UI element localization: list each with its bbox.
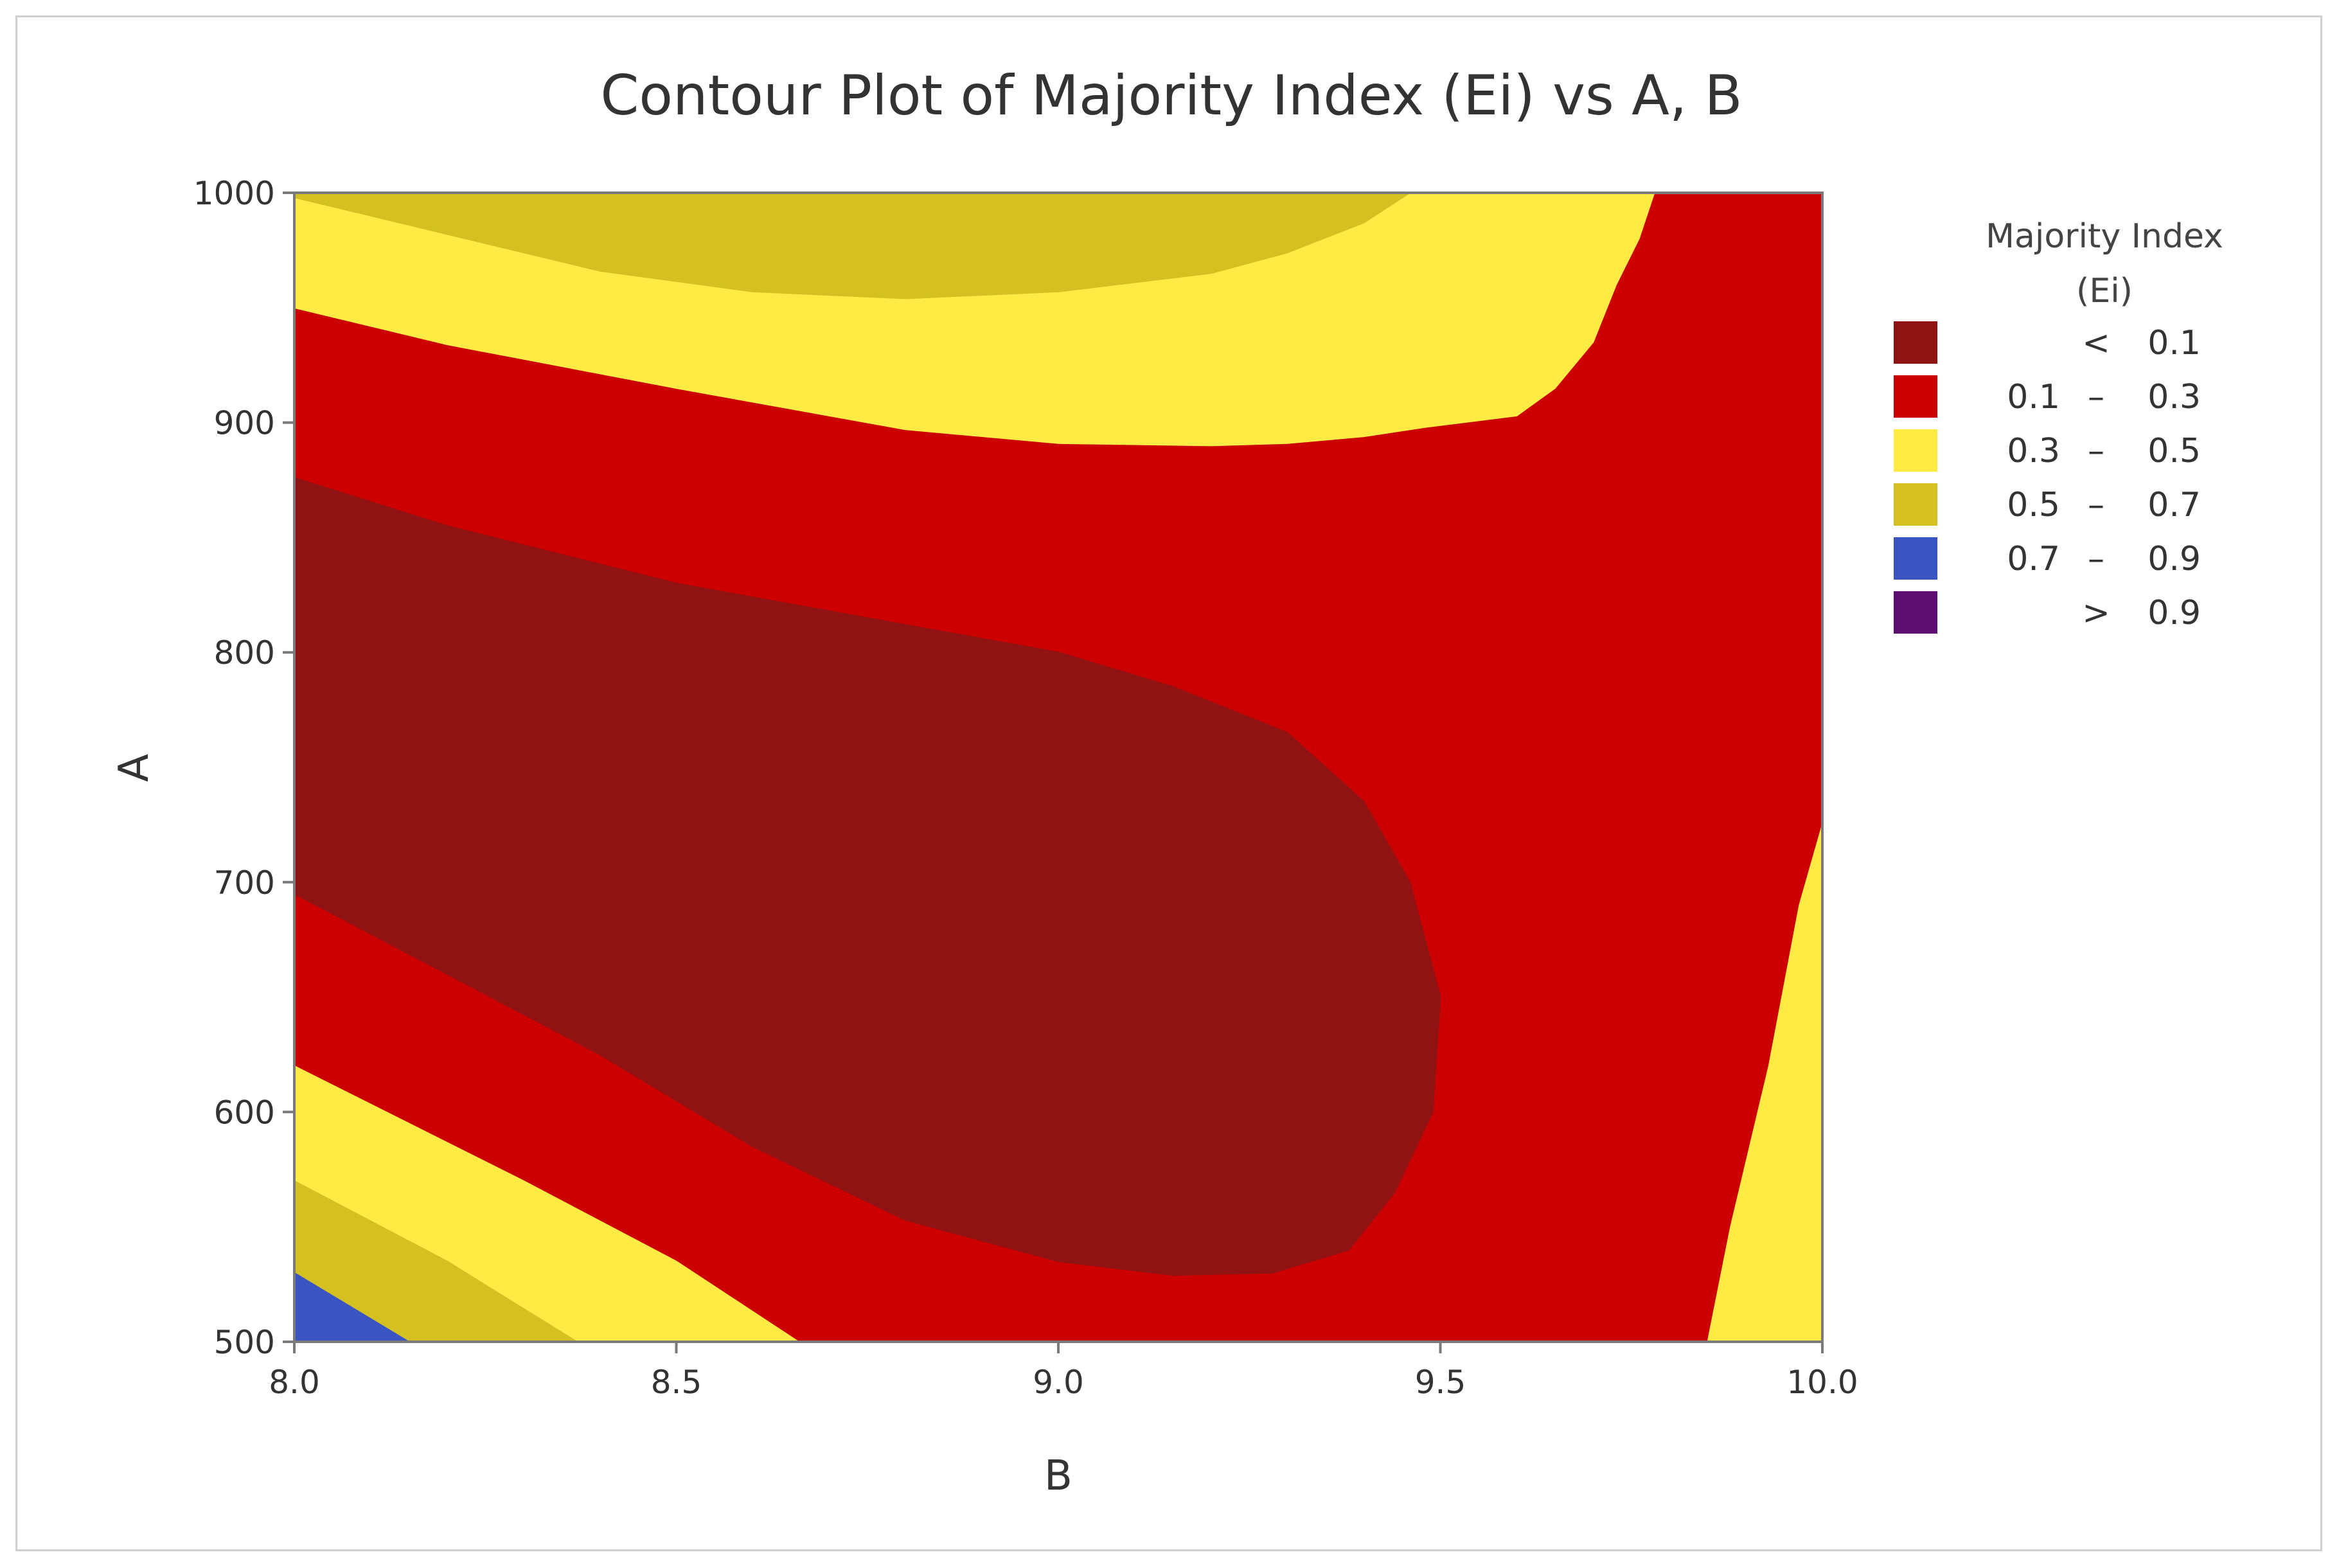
legend-dash-1: – — [2088, 378, 2104, 416]
y-axis: 500 600 700 800 900 1000 — [193, 175, 294, 1361]
legend-swatch-3 — [1894, 483, 1937, 526]
y-tick-label-2: 700 — [214, 864, 275, 902]
legend-title-line1: Majority Index — [1986, 217, 2223, 256]
legend-dash-2: – — [2088, 432, 2104, 470]
legend-swatch-1 — [1894, 375, 1937, 418]
legend-title-line2: (Ei) — [2076, 272, 2133, 310]
legend-swatch-5 — [1894, 591, 1937, 634]
y-axis-label: A — [111, 754, 158, 782]
x-axis-label: B — [1044, 1452, 1072, 1500]
legend-high-2: 0.5 — [2148, 432, 2201, 470]
chart-title: Contour Plot of Majority Index (Ei) vs A… — [600, 64, 1742, 128]
legend-swatch-2 — [1894, 429, 1937, 472]
chart-frame — [15, 15, 2322, 1551]
x-tick-label-3: 9.5 — [1415, 1364, 1466, 1401]
y-tick-label-1: 600 — [214, 1094, 275, 1131]
y-tick-label-3: 800 — [214, 634, 275, 672]
x-tick-label-1: 8.5 — [651, 1364, 702, 1401]
legend-high-4: 0.9 — [2148, 540, 2201, 578]
contour-region-6 — [294, 1272, 411, 1342]
legend-low-2: 0.3 — [2007, 432, 2060, 470]
contour-regions — [294, 193, 1822, 1342]
contour-region-7 — [1707, 824, 1822, 1342]
y-tick-label-0: 500 — [214, 1324, 275, 1361]
legend-high-3: 0.7 — [2148, 486, 2201, 524]
x-tick-label-2: 9.0 — [1033, 1364, 1084, 1401]
legend-high-1: 0.3 — [2148, 378, 2201, 416]
contour-region-3 — [294, 477, 1441, 1276]
legend-op-0: < — [2082, 324, 2110, 362]
x-tick-label-0: 8.0 — [269, 1364, 320, 1401]
x-axis: 8.0 8.5 9.0 9.5 10.0 — [269, 1342, 1858, 1401]
legend-high-5: 0.9 — [2148, 594, 2201, 632]
legend-low-3: 0.5 — [2007, 486, 2060, 524]
legend-swatch-0 — [1894, 321, 1937, 364]
legend-dash-4: – — [2088, 540, 2104, 578]
legend-swatch-4 — [1894, 537, 1937, 580]
y-tick-label-4: 900 — [214, 405, 275, 442]
contour-region-2 — [294, 193, 1411, 299]
legend: Majority Index (Ei) <0.10.1–0.30.3–0.50.… — [1894, 217, 2223, 634]
legend-op-5: > — [2082, 594, 2110, 632]
y-tick-label-5: 1000 — [193, 175, 275, 212]
legend-dash-3: – — [2088, 486, 2104, 524]
contour-region-5 — [294, 1180, 578, 1342]
x-tick-label-4: 10.0 — [1786, 1364, 1858, 1401]
legend-low-1: 0.1 — [2007, 378, 2060, 416]
legend-high-0: 0.1 — [2148, 324, 2201, 362]
legend-low-4: 0.7 — [2007, 540, 2060, 578]
